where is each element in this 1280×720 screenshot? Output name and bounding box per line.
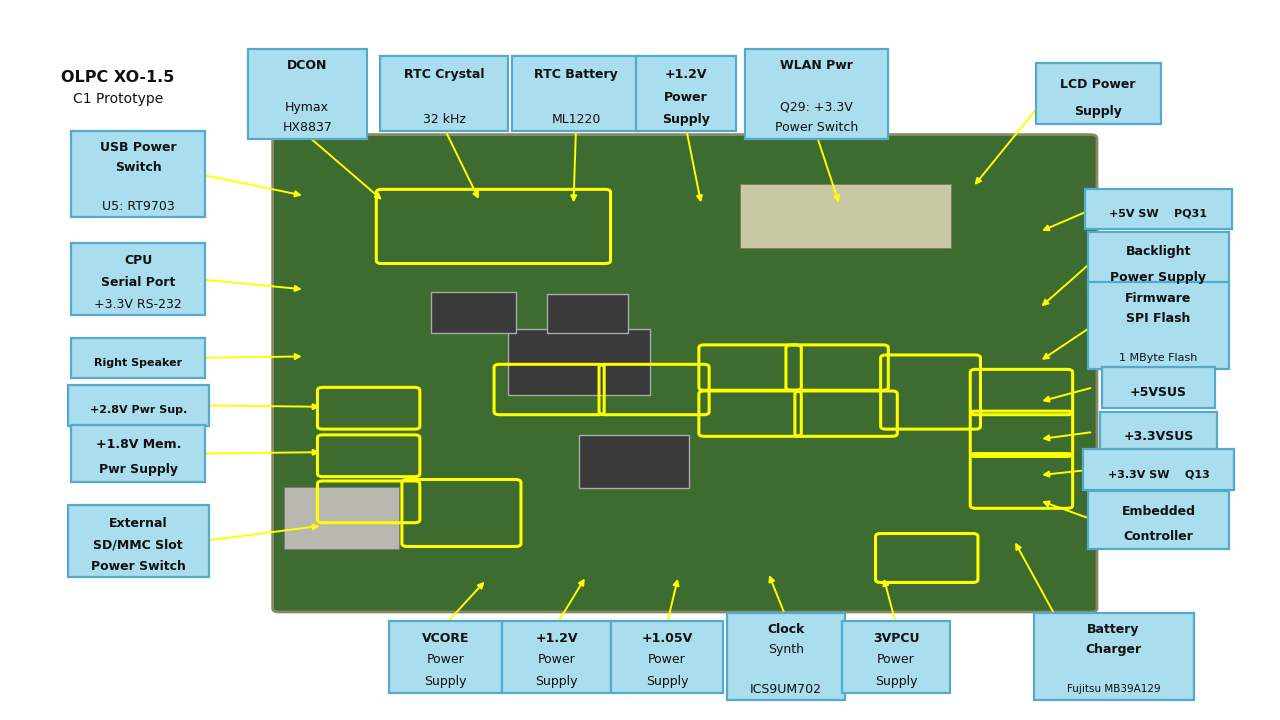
Text: Firmware: Firmware <box>1125 292 1192 305</box>
Text: Pwr Supply: Pwr Supply <box>99 464 178 477</box>
Bar <box>740 184 951 248</box>
FancyBboxPatch shape <box>1083 449 1234 490</box>
Text: +5V SW    PQ31: +5V SW PQ31 <box>1110 209 1207 219</box>
Bar <box>284 487 399 549</box>
FancyBboxPatch shape <box>727 613 845 700</box>
Text: Supply: Supply <box>424 675 467 688</box>
Text: 1 MByte Flash: 1 MByte Flash <box>1119 353 1198 363</box>
FancyBboxPatch shape <box>389 621 502 693</box>
Text: Power: Power <box>648 653 686 667</box>
Text: Controller: Controller <box>1124 530 1193 543</box>
FancyBboxPatch shape <box>547 294 628 333</box>
Text: SD/MMC Slot: SD/MMC Slot <box>93 538 183 552</box>
Text: +1.05V: +1.05V <box>641 631 692 645</box>
Text: DCON: DCON <box>287 59 328 72</box>
Text: Supply: Supply <box>662 113 710 126</box>
Text: Clock: Clock <box>767 624 805 636</box>
Text: USB Power: USB Power <box>100 141 177 154</box>
Text: LCD Power: LCD Power <box>1061 78 1135 91</box>
Text: +1.2V: +1.2V <box>535 631 579 645</box>
Text: Supply: Supply <box>874 675 918 688</box>
Text: Charger: Charger <box>1085 643 1142 656</box>
FancyBboxPatch shape <box>1088 282 1229 369</box>
Text: SPI Flash: SPI Flash <box>1126 312 1190 325</box>
Text: ICS9UM702: ICS9UM702 <box>750 683 822 696</box>
FancyBboxPatch shape <box>636 55 736 131</box>
Text: +3.3V RS-232: +3.3V RS-232 <box>95 297 182 311</box>
Text: HX8837: HX8837 <box>283 121 332 134</box>
Text: Q29: +3.3V: Q29: +3.3V <box>781 101 852 114</box>
FancyBboxPatch shape <box>1088 232 1229 289</box>
Text: Embedded: Embedded <box>1121 505 1196 518</box>
Text: C1 Prototype: C1 Prototype <box>73 91 163 106</box>
FancyBboxPatch shape <box>72 131 205 217</box>
FancyBboxPatch shape <box>72 338 205 378</box>
Text: Power: Power <box>538 653 576 667</box>
Text: Power: Power <box>664 91 708 104</box>
Text: Power Supply: Power Supply <box>1111 271 1207 284</box>
Text: External: External <box>109 516 168 530</box>
Text: U5: RT9703: U5: RT9703 <box>102 200 174 213</box>
FancyBboxPatch shape <box>72 243 205 315</box>
Text: +3.3V SW    Q13: +3.3V SW Q13 <box>1107 469 1210 480</box>
FancyBboxPatch shape <box>248 49 366 138</box>
FancyBboxPatch shape <box>68 505 209 577</box>
FancyBboxPatch shape <box>503 621 612 693</box>
FancyBboxPatch shape <box>431 292 516 333</box>
Text: Synth: Synth <box>768 643 804 656</box>
FancyBboxPatch shape <box>72 425 205 482</box>
Text: Serial Port: Serial Port <box>101 276 175 289</box>
Text: Power: Power <box>426 653 465 667</box>
Text: Backlight: Backlight <box>1125 246 1192 258</box>
FancyBboxPatch shape <box>273 135 1097 612</box>
FancyBboxPatch shape <box>1088 491 1229 549</box>
FancyBboxPatch shape <box>1100 412 1217 452</box>
Text: +3.3VSUS: +3.3VSUS <box>1124 431 1193 444</box>
Text: 3VPCU: 3VPCU <box>873 631 919 645</box>
Text: ML1220: ML1220 <box>552 113 600 126</box>
Text: Hymax: Hymax <box>285 101 329 114</box>
FancyBboxPatch shape <box>745 49 888 138</box>
Text: WLAN Pwr: WLAN Pwr <box>781 59 852 72</box>
FancyBboxPatch shape <box>1034 613 1193 700</box>
Text: OLPC XO-1.5: OLPC XO-1.5 <box>61 70 174 84</box>
Text: Battery: Battery <box>1087 624 1140 636</box>
FancyBboxPatch shape <box>1036 63 1161 124</box>
Text: +5VSUS: +5VSUS <box>1130 386 1187 399</box>
Text: VCORE: VCORE <box>421 631 470 645</box>
Text: RTC Crystal: RTC Crystal <box>404 68 484 81</box>
FancyBboxPatch shape <box>508 329 650 395</box>
FancyBboxPatch shape <box>1085 189 1231 229</box>
Text: +1.2V: +1.2V <box>664 68 708 81</box>
FancyBboxPatch shape <box>611 621 723 693</box>
Text: Power Switch: Power Switch <box>774 121 859 134</box>
Text: Right Speaker: Right Speaker <box>95 358 182 368</box>
FancyBboxPatch shape <box>512 55 640 131</box>
Text: 32 kHz: 32 kHz <box>422 113 466 126</box>
FancyBboxPatch shape <box>68 385 209 426</box>
Text: Switch: Switch <box>115 161 161 174</box>
Text: Supply: Supply <box>535 675 579 688</box>
Text: Supply: Supply <box>645 675 689 688</box>
FancyBboxPatch shape <box>579 435 689 488</box>
Text: Power: Power <box>877 653 915 667</box>
Text: +2.8V Pwr Sup.: +2.8V Pwr Sup. <box>90 405 187 415</box>
Text: Power Switch: Power Switch <box>91 559 186 573</box>
Text: Fujitsu MB39A129: Fujitsu MB39A129 <box>1066 684 1161 694</box>
Text: +1.8V Mem.: +1.8V Mem. <box>96 438 180 451</box>
FancyBboxPatch shape <box>842 621 950 693</box>
FancyBboxPatch shape <box>1102 367 1215 408</box>
FancyBboxPatch shape <box>380 55 508 131</box>
Text: Supply: Supply <box>1074 104 1123 117</box>
Text: CPU: CPU <box>124 254 152 268</box>
Text: RTC Battery: RTC Battery <box>534 68 618 81</box>
